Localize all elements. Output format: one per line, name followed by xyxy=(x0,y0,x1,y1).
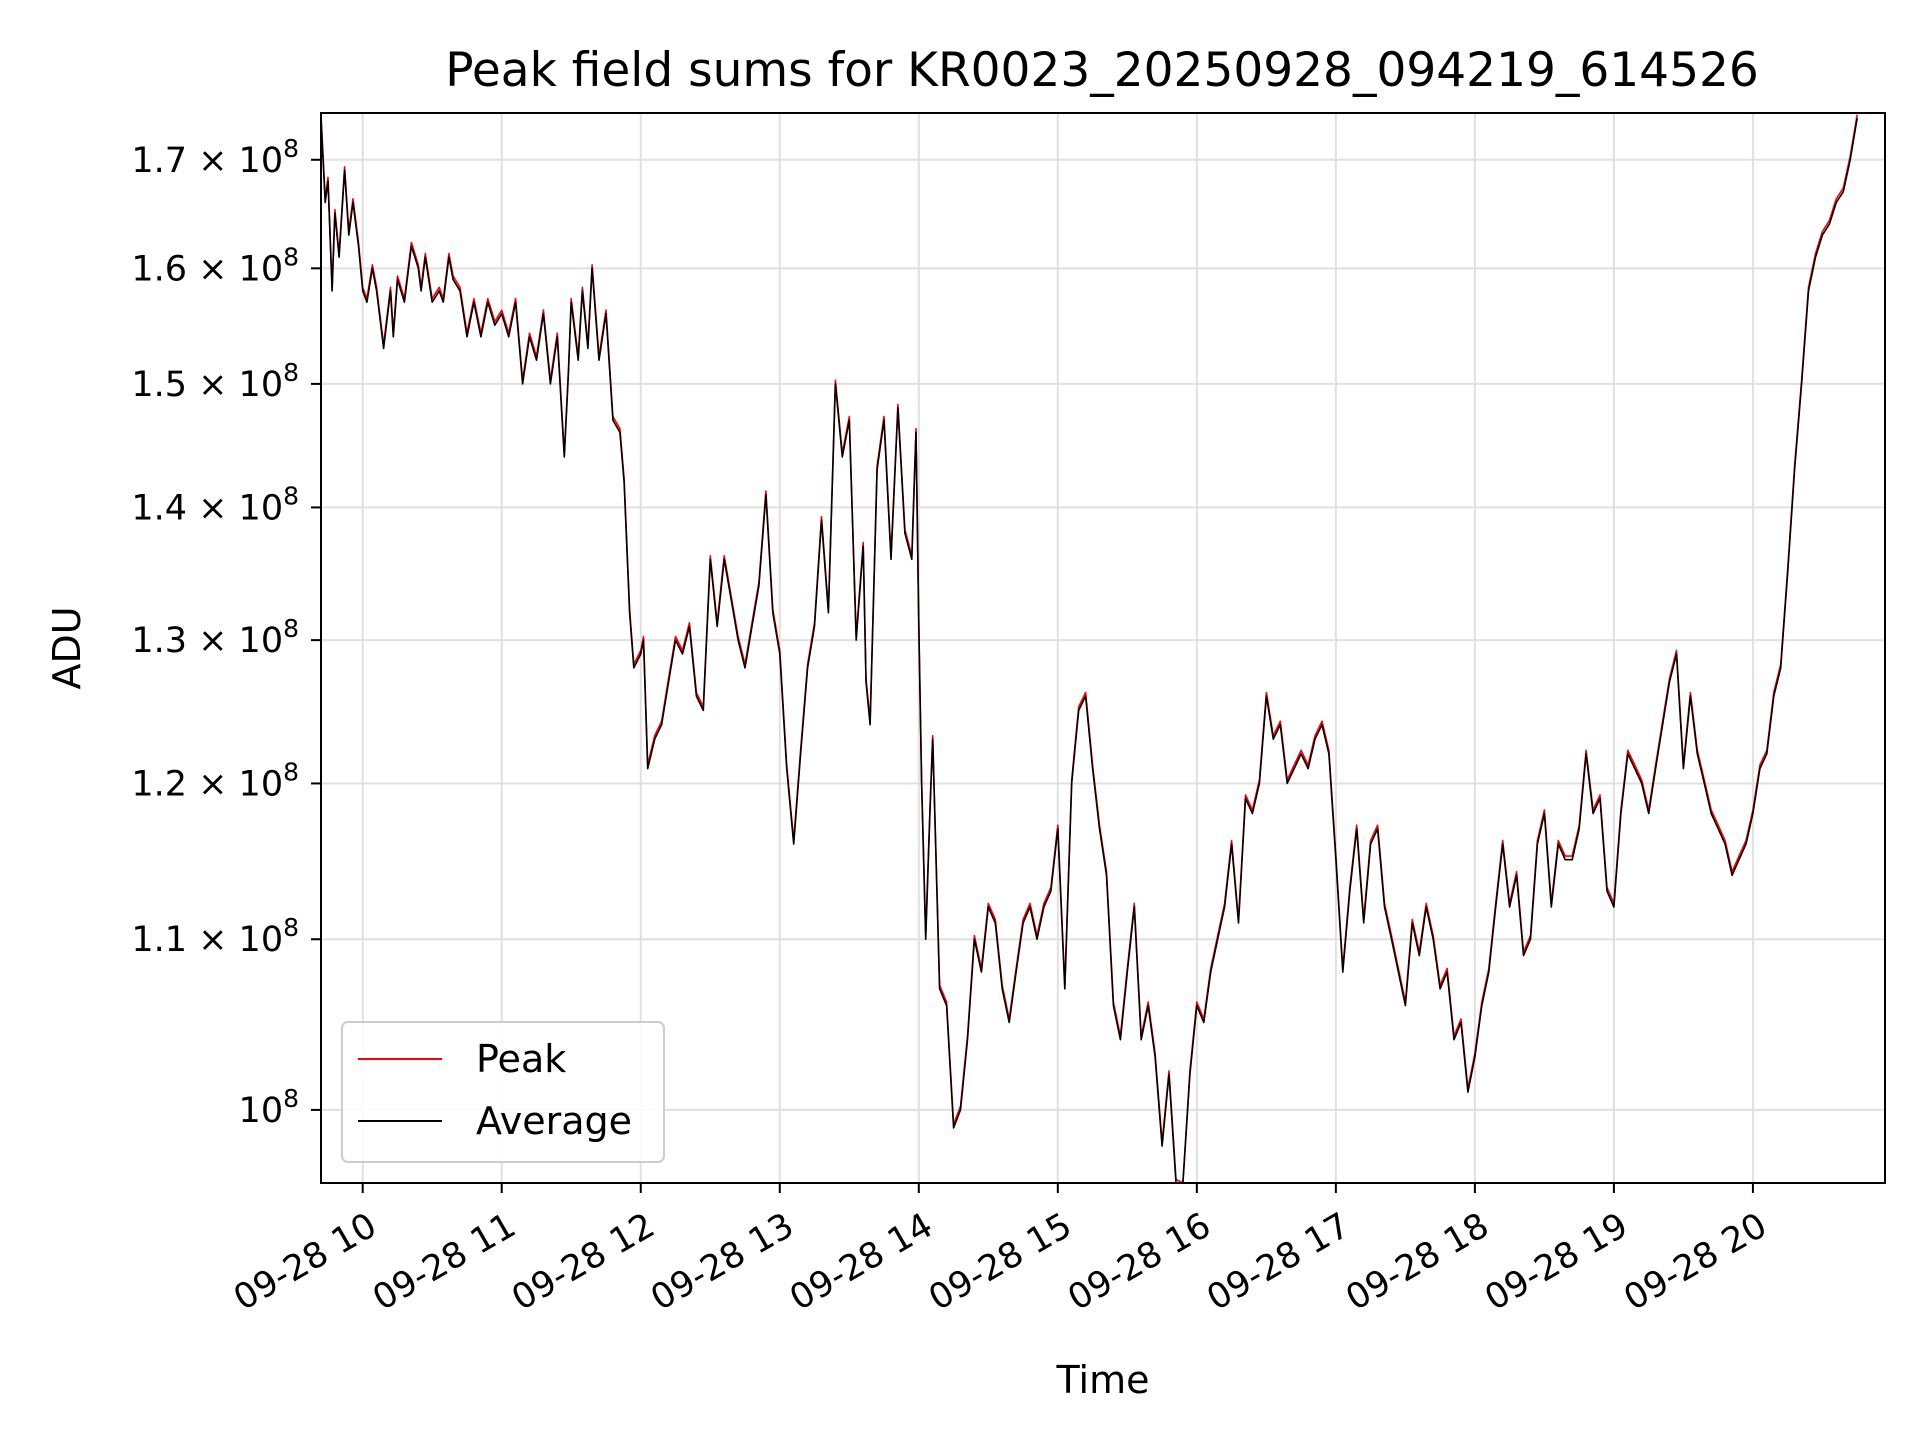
y-axis-label: ADU xyxy=(45,606,89,689)
y-tick-label: 1.4 × 108 xyxy=(131,481,299,528)
y-tick-label: 1.2 × 108 xyxy=(131,757,299,804)
legend-box xyxy=(341,1021,665,1163)
y-tick-label: 1.1 × 108 xyxy=(131,913,299,960)
plot-frame xyxy=(320,112,1886,1184)
series-line-average xyxy=(320,117,1858,1184)
y-tick-label: 1.7 × 108 xyxy=(131,134,299,181)
y-tick-label: 1.5 × 108 xyxy=(131,358,299,405)
y-tick-label: 1.3 × 108 xyxy=(131,614,299,661)
legend-label-average: Average xyxy=(476,1099,632,1143)
series-layer xyxy=(320,114,1858,1184)
y-tick-label: 1.6 × 108 xyxy=(131,242,299,289)
legend: Peak Average xyxy=(341,1021,665,1163)
x-axis-label: Time xyxy=(1056,1358,1150,1402)
chart-title: Peak field sums for KR0023_20250928_0942… xyxy=(445,43,1759,98)
legend-label-peak: Peak xyxy=(476,1037,566,1081)
